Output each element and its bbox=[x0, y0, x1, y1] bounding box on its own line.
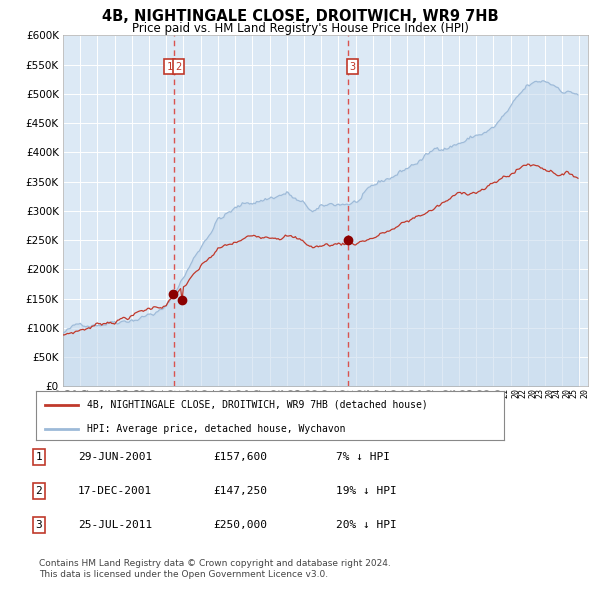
Text: 1: 1 bbox=[35, 453, 43, 462]
Text: 1: 1 bbox=[167, 62, 173, 72]
Text: 3: 3 bbox=[349, 62, 355, 72]
Text: HPI: Average price, detached house, Wychavon: HPI: Average price, detached house, Wych… bbox=[88, 424, 346, 434]
Text: £157,600: £157,600 bbox=[213, 453, 267, 462]
Text: 3: 3 bbox=[35, 520, 43, 530]
Text: 4B, NIGHTINGALE CLOSE, DROITWICH, WR9 7HB: 4B, NIGHTINGALE CLOSE, DROITWICH, WR9 7H… bbox=[101, 9, 499, 24]
Text: 25-JUL-2011: 25-JUL-2011 bbox=[78, 520, 152, 530]
Text: 2: 2 bbox=[35, 486, 43, 496]
Text: 20% ↓ HPI: 20% ↓ HPI bbox=[336, 520, 397, 530]
Text: £250,000: £250,000 bbox=[213, 520, 267, 530]
Text: 19% ↓ HPI: 19% ↓ HPI bbox=[336, 486, 397, 496]
Text: 4B, NIGHTINGALE CLOSE, DROITWICH, WR9 7HB (detached house): 4B, NIGHTINGALE CLOSE, DROITWICH, WR9 7H… bbox=[88, 399, 428, 409]
Text: £147,250: £147,250 bbox=[213, 486, 267, 496]
Text: 17-DEC-2001: 17-DEC-2001 bbox=[78, 486, 152, 496]
Text: 2: 2 bbox=[176, 62, 182, 72]
Text: Contains HM Land Registry data © Crown copyright and database right 2024.
This d: Contains HM Land Registry data © Crown c… bbox=[39, 559, 391, 579]
Text: Price paid vs. HM Land Registry's House Price Index (HPI): Price paid vs. HM Land Registry's House … bbox=[131, 22, 469, 35]
Text: 7% ↓ HPI: 7% ↓ HPI bbox=[336, 453, 390, 462]
Text: 29-JUN-2001: 29-JUN-2001 bbox=[78, 453, 152, 462]
